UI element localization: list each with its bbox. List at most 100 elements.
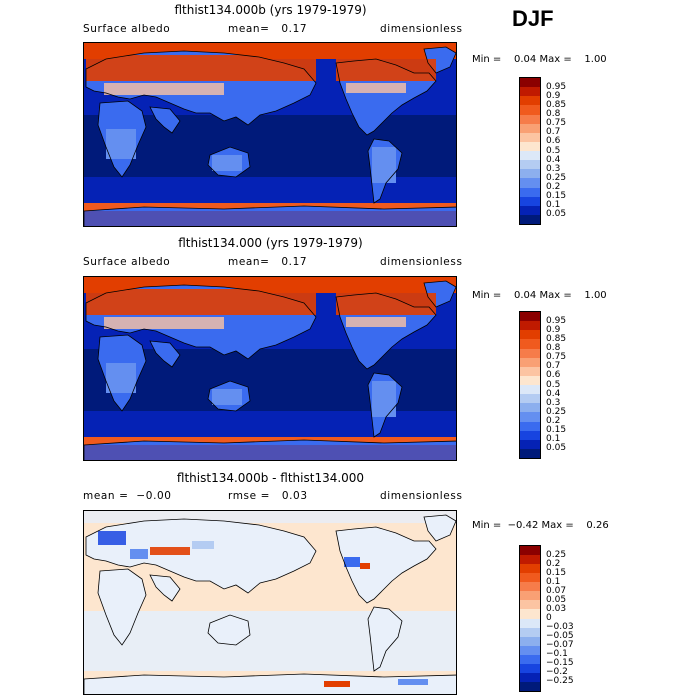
colorbar-swatch — [520, 636, 540, 646]
panel-2-units: dimensionless — [380, 256, 463, 268]
panel-2-colorbar — [519, 311, 541, 459]
colorbar-level-label: −0.03 — [546, 622, 574, 633]
panel-3-units: dimensionless — [380, 490, 463, 502]
colorbar-swatch — [520, 312, 540, 322]
colorbar-swatch — [520, 151, 540, 161]
panel-3-colorbar — [519, 545, 541, 692]
colorbar-level-label: 0.4 — [546, 154, 561, 165]
panel-3-mean: mean = −0.00 — [83, 490, 172, 502]
colorbar-swatch — [520, 564, 540, 574]
colorbar-swatch — [520, 403, 540, 413]
colorbar-swatch — [520, 555, 540, 565]
colorbar-swatch — [520, 187, 540, 197]
colorbar-level-label: 0.25 — [546, 172, 567, 183]
colorbar-swatch — [520, 348, 540, 358]
colorbar-level-label: −0.07 — [546, 640, 574, 651]
colorbar-swatch — [520, 672, 540, 682]
colorbar-level-label: 0.3 — [546, 397, 561, 408]
colorbar-swatch — [520, 627, 540, 637]
colorbar-level-label: 0.05 — [546, 594, 567, 605]
colorbar-level-label: 0.05 — [546, 209, 567, 220]
panel-3-title: flthist134.000b - flthist134.000 — [176, 471, 365, 485]
colorbar-level-label: −0.25 — [546, 676, 574, 687]
colorbar-level-label: 0.4 — [546, 388, 561, 399]
colorbar-level-label: 0.5 — [546, 379, 561, 390]
colorbar-level-label: 0.9 — [546, 324, 561, 335]
colorbar-level-label: 0.15 — [546, 567, 567, 578]
colorbar-level-label: 0.6 — [546, 136, 561, 147]
panel-3-minmax: Min = −0.42 Max = 0.26 — [472, 520, 609, 531]
colorbar-swatch — [520, 448, 540, 458]
colorbar-swatch — [520, 681, 540, 691]
colorbar-swatch — [520, 339, 540, 349]
colorbar-level-label: 0.15 — [546, 425, 567, 436]
colorbar-level-label: 0.3 — [546, 163, 561, 174]
colorbar-swatch — [520, 663, 540, 673]
colorbar-level-label: 0.95 — [546, 315, 567, 326]
colorbar-swatch — [520, 105, 540, 115]
colorbar-swatch — [520, 205, 540, 215]
colorbar-level-label: 0.85 — [546, 333, 567, 344]
colorbar-swatch — [520, 321, 540, 331]
colorbar-level-label: 0.05 — [546, 443, 567, 454]
panel-3-rmse: rmse = 0.03 — [228, 490, 308, 502]
season-label: DJF — [512, 6, 554, 31]
colorbar-swatch — [520, 178, 540, 188]
colorbar-level-label: 0.2 — [546, 416, 561, 426]
colorbar-level-label: 0.95 — [546, 81, 567, 92]
colorbar-level-label: 0.7 — [546, 127, 561, 138]
colorbar-swatch — [520, 87, 540, 97]
colorbar-swatch — [520, 582, 540, 592]
colorbar-swatch — [520, 421, 540, 431]
colorbar-level-label: 0.2 — [546, 558, 561, 569]
colorbar-level-label: 0.1 — [546, 200, 561, 211]
panel-1-variable: Surface albedo — [83, 23, 171, 35]
panel-1-units: dimensionless — [380, 23, 463, 35]
colorbar-swatch — [520, 78, 540, 88]
panel-2-map — [83, 276, 457, 461]
colorbar-level-label: 0.03 — [546, 603, 567, 614]
colorbar-swatch — [520, 169, 540, 179]
colorbar-level-label: 0 — [546, 613, 552, 623]
colorbar-swatch — [520, 123, 540, 133]
colorbar-level-label: 0.75 — [546, 118, 567, 129]
panel-2-variable: Surface albedo — [83, 256, 171, 268]
colorbar-swatch — [520, 546, 540, 556]
colorbar-swatch — [520, 114, 540, 124]
colorbar-swatch — [520, 385, 540, 395]
panel-2-title: flthist134.000 (yrs 1979-1979) — [178, 236, 363, 250]
colorbar-level-label: 0.15 — [546, 191, 567, 202]
colorbar-swatch — [520, 618, 540, 628]
colorbar-level-label: 0.6 — [546, 370, 561, 381]
colorbar-level-label: 0.8 — [546, 109, 561, 119]
colorbar-swatch — [520, 375, 540, 385]
colorbar-swatch — [520, 645, 540, 655]
colorbar-swatch — [520, 160, 540, 170]
panel-2-minmax: Min = 0.04 Max = 1.00 — [472, 290, 607, 301]
panel-1-minmax: Min = 0.04 Max = 1.00 — [472, 54, 607, 65]
colorbar-swatch — [520, 366, 540, 376]
colorbar-swatch — [520, 600, 540, 610]
colorbar-level-label: 0.25 — [546, 549, 567, 560]
colorbar-level-label: 0.07 — [546, 585, 567, 596]
colorbar-level-label: 0.8 — [546, 343, 561, 353]
colorbar-level-label: 0.85 — [546, 99, 567, 110]
colorbar-swatch — [520, 439, 540, 449]
colorbar-level-label: 0.1 — [546, 434, 561, 445]
colorbar-swatch — [520, 654, 540, 664]
colorbar-level-label: −0.1 — [546, 649, 568, 660]
colorbar-swatch — [520, 609, 540, 619]
panel-1-title: flthist134.000b (yrs 1979-1979) — [174, 3, 367, 17]
colorbar-level-label: 0.25 — [546, 406, 567, 417]
panel-1-map — [83, 42, 457, 227]
colorbar-swatch — [520, 132, 540, 142]
colorbar-level-label: 0.9 — [546, 90, 561, 101]
panel-1-mean: mean= 0.17 — [228, 23, 308, 35]
colorbar-level-label: 0.75 — [546, 352, 567, 363]
colorbar-level-label: 0.7 — [546, 361, 561, 372]
panel-2-mean: mean= 0.17 — [228, 256, 308, 268]
colorbar-swatch — [520, 412, 540, 422]
colorbar-swatch — [520, 330, 540, 340]
panel-1-colorbar — [519, 77, 541, 225]
colorbar-swatch — [520, 196, 540, 206]
